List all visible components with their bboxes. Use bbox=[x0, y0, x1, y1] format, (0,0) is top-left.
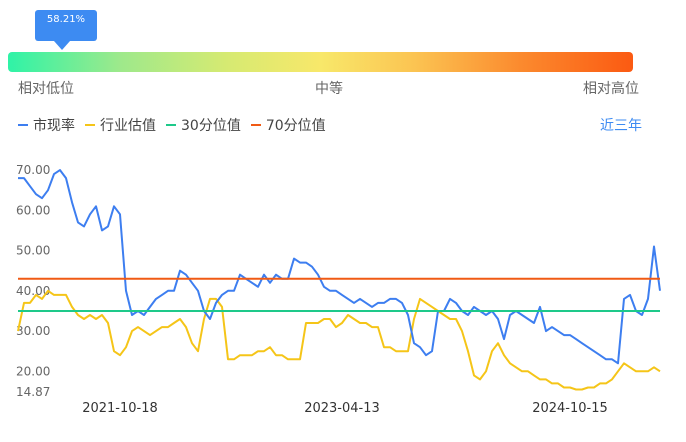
y-axis-ticks: 70.00 60.00 50.00 40.00 30.00 20.00 14.87 bbox=[16, 163, 50, 399]
legend-label-p70: 70分位值 bbox=[265, 118, 326, 134]
percentile-badge: 58.21% bbox=[35, 10, 97, 50]
x-tick-label: 2023-04-13 bbox=[304, 401, 380, 416]
legend-swatch-p70 bbox=[250, 124, 261, 126]
legend-item-pcf[interactable]: 市现率 bbox=[18, 115, 75, 135]
period-selector-link[interactable]: 近三年 bbox=[600, 118, 642, 134]
chart-legend: 市现率 行业估值 30分位值 70分位值 bbox=[18, 115, 326, 135]
y-tick-label: 20.00 bbox=[16, 364, 50, 378]
chart-lines bbox=[17, 169, 661, 391]
y-tick-label: 40.00 bbox=[16, 284, 50, 298]
y-tick-label: 14.87 bbox=[16, 385, 50, 399]
legend-item-p70[interactable]: 70分位值 bbox=[250, 115, 326, 135]
y-tick-label: 60.00 bbox=[16, 203, 50, 217]
series-line-pcf bbox=[18, 169, 661, 365]
legend-swatch-p30 bbox=[166, 124, 176, 126]
legend-label-pcf: 市现率 bbox=[33, 118, 75, 134]
legend-swatch-industry bbox=[85, 124, 95, 126]
legend-swatch-pcf bbox=[18, 124, 28, 126]
legend-item-p30[interactable]: 30分位值 bbox=[166, 115, 241, 135]
x-tick-label: 2021-10-18 bbox=[82, 401, 158, 416]
legend-label-p30: 30分位值 bbox=[181, 118, 241, 134]
y-tick-label: 70.00 bbox=[16, 163, 50, 177]
percentile-gauge-bar bbox=[8, 52, 633, 72]
gauge-low-label: 相对低位 bbox=[18, 81, 74, 97]
x-axis-ticks: 2021-10-18 2023-04-13 2024-10-15 bbox=[82, 401, 608, 416]
gauge-high-label: 相对高位 bbox=[583, 81, 639, 97]
series-line-industry bbox=[17, 289, 661, 391]
gauge-mid-label: 中等 bbox=[315, 81, 343, 97]
y-tick-label: 50.00 bbox=[16, 244, 50, 258]
x-tick-label: 2024-10-15 bbox=[532, 401, 608, 416]
legend-item-industry[interactable]: 行业估值 bbox=[85, 115, 156, 135]
y-tick-label: 30.00 bbox=[16, 324, 50, 338]
legend-label-industry: 行业估值 bbox=[100, 118, 156, 134]
